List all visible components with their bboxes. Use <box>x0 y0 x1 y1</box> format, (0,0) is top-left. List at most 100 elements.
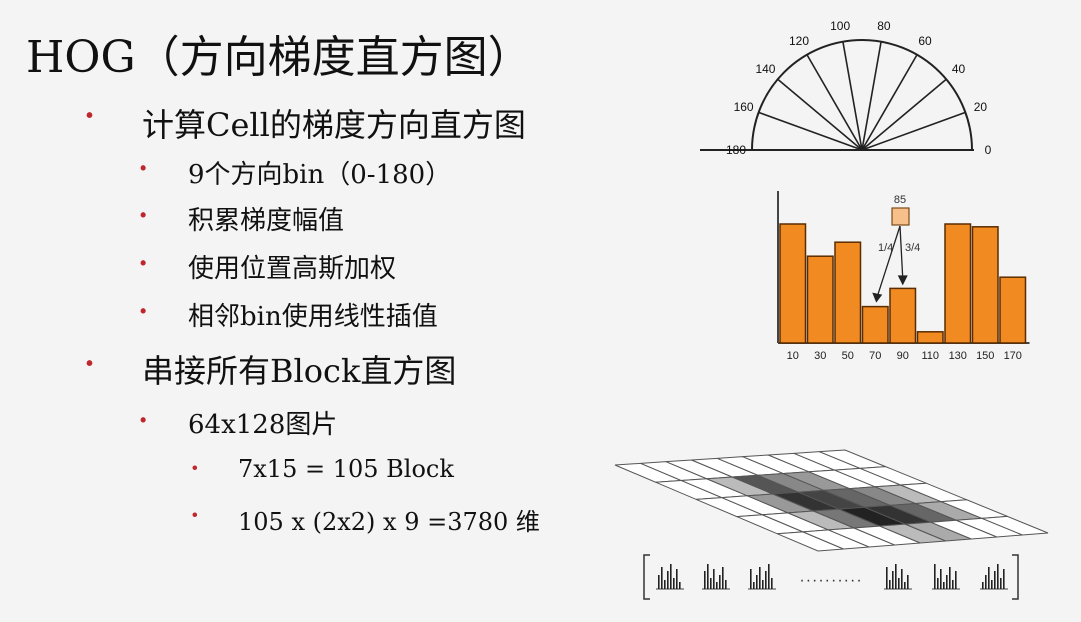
histogram-bar <box>861 305 889 344</box>
mini-hist-bar <box>768 564 770 589</box>
bullet-level2: 使用位置高斯加权 <box>188 254 397 284</box>
angle-spoke <box>861 111 966 151</box>
bullet-level1: 计算Cell的梯度方向直方图 <box>142 106 526 144</box>
mini-hist-bar <box>676 569 678 589</box>
mini-hist-bar <box>997 564 999 589</box>
angle-label: 100 <box>830 19 850 33</box>
angle-spoke <box>806 54 863 151</box>
mini-hist-bar <box>982 582 984 589</box>
histogram-bar <box>944 223 972 344</box>
mini-hist-bar <box>679 582 681 589</box>
histogram-bar <box>834 241 862 344</box>
tick-label: 130 <box>949 350 967 362</box>
bullet-level2: 积累梯度幅值 <box>188 206 345 236</box>
mini-hist-bar <box>946 575 948 589</box>
angle-label: 140 <box>755 62 775 76</box>
histogram-bar <box>916 331 944 344</box>
tick-label: 70 <box>869 350 881 362</box>
mini-hist-bar <box>719 575 721 589</box>
bullet-dot: • <box>140 410 147 430</box>
mini-hist-bar <box>661 567 663 589</box>
orientation-histogram: 10 30 50 70 90 110 130 150 170 85 1/4 3/4 <box>777 191 1030 362</box>
mini-hist-bar <box>1003 569 1005 589</box>
mini-hist-bar <box>988 567 990 589</box>
mini-hist-bar <box>756 575 758 589</box>
bullet-dot: • <box>140 301 147 321</box>
mini-hist-bar <box>762 580 764 589</box>
tick-label: 50 <box>842 350 854 362</box>
mini-hist-bar <box>710 578 712 589</box>
mini-hist-bar <box>673 578 675 589</box>
histogram-bar <box>999 276 1027 344</box>
mini-hist-bar <box>895 564 897 589</box>
mini-hist-bar <box>991 580 993 589</box>
tick-label: 30 <box>814 350 826 362</box>
bracket-right <box>1012 554 1019 600</box>
bullet-dot: • <box>192 507 198 524</box>
angle-spoke <box>758 111 863 151</box>
orientation-semicircle: 0 20 40 60 80 100 120 140 160 180 <box>700 19 992 157</box>
mini-hist-bar <box>901 569 903 589</box>
angle-label: 40 <box>952 62 966 76</box>
split-label-left: 1/4 <box>878 242 893 254</box>
bullet-dot: • <box>140 205 147 225</box>
split-label-right: 3/4 <box>905 242 920 254</box>
bullet-level1: 串接所有Block直方图 <box>142 352 457 390</box>
arrow-left <box>876 225 901 297</box>
histogram-bar <box>889 287 917 344</box>
angle-label: 120 <box>789 34 809 48</box>
mini-hist-bar <box>771 578 773 589</box>
mini-hist-bar <box>1000 578 1002 589</box>
mini-hist-bar <box>750 569 752 589</box>
tick-label: 90 <box>897 350 909 362</box>
mini-hist-bar <box>949 567 951 589</box>
arrow-right <box>899 225 904 279</box>
mini-hist-bar <box>955 571 957 589</box>
angle-spoke <box>861 54 918 151</box>
tick-label: 150 <box>976 350 994 362</box>
mini-hist-bar <box>994 571 996 589</box>
bullet-level2: 相邻bin使用线性插值 <box>188 302 438 332</box>
mini-hist-bar <box>716 582 718 589</box>
mini-hist-bar <box>943 582 945 589</box>
mini-hist-bar <box>667 571 669 589</box>
tick-label: 170 <box>1004 350 1022 362</box>
grid-cell <box>981 515 1049 536</box>
angle-spoke <box>842 41 863 151</box>
mini-hist-bar <box>985 575 987 589</box>
ellipsis-dots: ·········· <box>799 572 862 589</box>
mini-hist-bar <box>713 569 715 589</box>
bullet-level2: 64x128图片 <box>188 410 338 440</box>
bullet-level3: 105 x (2x2) x 9 =3780 维 <box>238 508 540 536</box>
mini-hist-bar <box>759 567 761 589</box>
angle-spoke <box>861 78 947 151</box>
angle-label: 160 <box>734 100 754 114</box>
mini-hist-bar <box>937 578 939 589</box>
mini-hist-bar <box>934 564 936 589</box>
mini-hist-bar <box>753 582 755 589</box>
slide-title: HOG（方向梯度直方图） <box>26 32 532 83</box>
angle-spoke <box>861 41 882 151</box>
bullet-dot: • <box>140 158 147 178</box>
mini-hist-bar <box>889 580 891 589</box>
mini-hist-bar <box>907 575 909 589</box>
histogram-bar <box>779 223 807 344</box>
mini-hist-bar <box>886 567 888 589</box>
mini-hist-bar <box>952 580 954 589</box>
mini-hist-bar <box>892 571 894 589</box>
tick-label: 110 <box>921 350 939 362</box>
angle-label: 180 <box>726 143 746 157</box>
bullet-dot: • <box>140 253 147 273</box>
histogram-bar <box>971 226 999 344</box>
value-annotation: 85 <box>894 194 906 206</box>
arc <box>751 39 973 151</box>
image-grid-diagram: ·········· <box>614 449 1049 600</box>
angle-label: 60 <box>918 34 932 48</box>
arrowhead-right <box>897 275 908 286</box>
mini-hist-bar <box>707 564 709 589</box>
angle-label: 80 <box>877 19 891 33</box>
mini-hist-bar <box>765 571 767 589</box>
mini-hist-bar <box>704 571 706 589</box>
value-square <box>891 207 910 226</box>
mini-hist-bar <box>898 578 900 589</box>
